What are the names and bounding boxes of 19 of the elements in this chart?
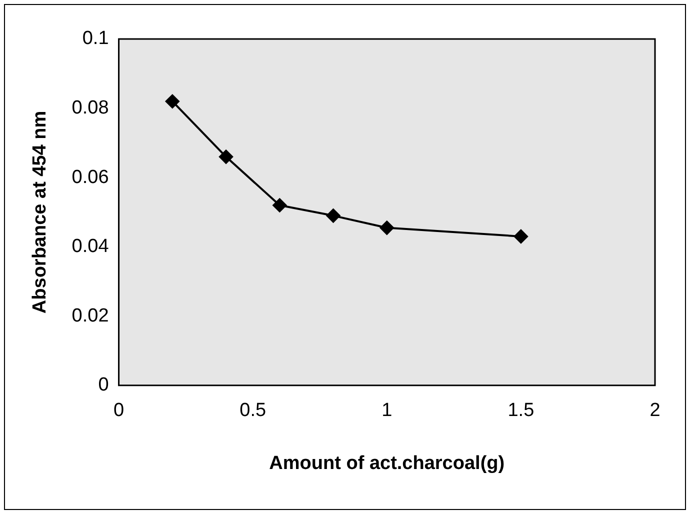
point <box>380 220 394 235</box>
y-tick-label: 0 <box>98 374 109 396</box>
point <box>326 208 340 223</box>
point <box>219 150 234 164</box>
x-axis-title: Amount of act.charcoal(g) <box>269 452 505 474</box>
point <box>272 198 287 212</box>
point <box>165 94 180 108</box>
y-tick-label: 0.04 <box>72 236 110 258</box>
x-tick-label: 1 <box>382 400 392 422</box>
y-axis-title: Absorbance at 454 nm <box>30 110 51 314</box>
y-tick-label: 0.1 <box>82 28 109 50</box>
x-tick-label: 2 <box>650 400 660 422</box>
y-tick-label: 0.02 <box>72 305 109 326</box>
x-tick-label: 0 <box>113 400 124 422</box>
y-tick-label: 0.08 <box>72 98 109 119</box>
x-tick-label: 1.5 <box>508 400 534 422</box>
y-tick-label: 0.06 <box>72 166 109 188</box>
point <box>514 229 528 244</box>
x-tick-label: 0.5 <box>240 400 266 422</box>
